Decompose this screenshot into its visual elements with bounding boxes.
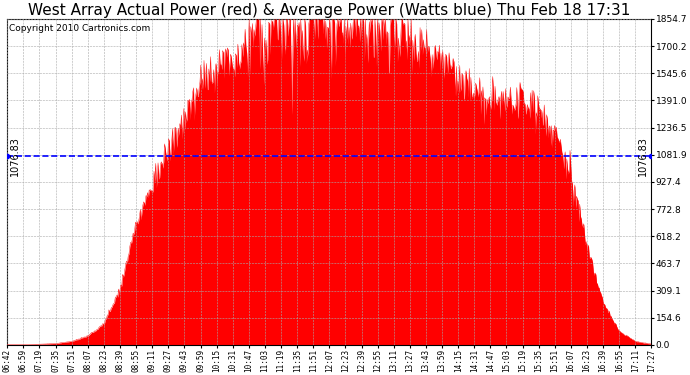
Text: 1076.83: 1076.83 <box>10 136 20 176</box>
Text: Copyright 2010 Cartronics.com: Copyright 2010 Cartronics.com <box>8 24 150 33</box>
Text: 1076.83: 1076.83 <box>638 136 649 176</box>
Title: West Array Actual Power (red) & Average Power (Watts blue) Thu Feb 18 17:31: West Array Actual Power (red) & Average … <box>28 3 631 18</box>
